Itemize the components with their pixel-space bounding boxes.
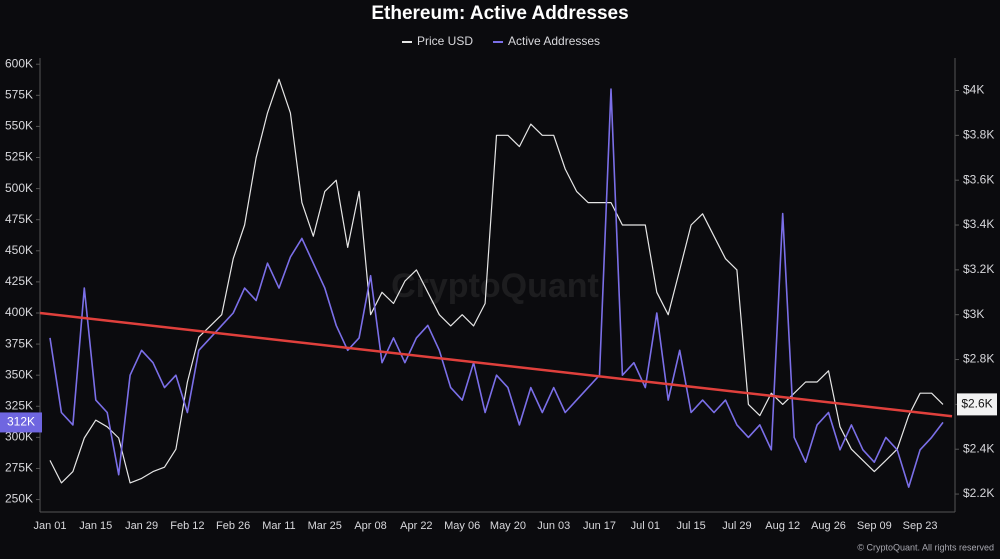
y-tick-label: 600K [5, 56, 33, 70]
y-tick-label: 300K [5, 430, 33, 444]
y-tick-label: 425K [5, 274, 33, 288]
x-tick-label: Sep 09 [857, 520, 892, 532]
x-tick-label: Apr 22 [400, 520, 432, 532]
legend-label: Active Addresses [508, 34, 600, 48]
current-value-box [0, 412, 42, 433]
current-value-box [957, 393, 997, 416]
y2-tick-label: $4K [963, 83, 984, 97]
x-tick-label: Jul 29 [722, 520, 751, 532]
x-tick-label: Mar 11 [262, 520, 295, 532]
x-tick-label: Jan 29 [125, 520, 158, 532]
y2-tick-label: $3.6K [963, 172, 994, 186]
y-tick-label: 500K [5, 181, 33, 195]
y-tick-label: 450K [5, 243, 33, 257]
series-line [49, 88, 944, 488]
x-tick-label: Jan 01 [33, 520, 66, 532]
x-tick-label: Jul 01 [631, 520, 660, 532]
chart-title: Ethereum: Active Addresses [371, 3, 628, 24]
x-tick-label: May 20 [490, 520, 526, 532]
y2-tick-label: $3K [963, 307, 984, 321]
y-tick-label: 400K [5, 305, 33, 319]
current-value-label: $2.6K [961, 397, 992, 411]
x-tick-label: Jun 17 [583, 520, 616, 532]
y-tick-label: 275K [5, 461, 33, 475]
y-tick-label: 550K [5, 119, 33, 133]
y2-tick-label: $2.4K [963, 441, 994, 455]
y-tick-label: 350K [5, 367, 33, 381]
x-tick-label: Sep 23 [903, 520, 938, 532]
x-tick-label: Aug 26 [811, 520, 846, 532]
trend-line [39, 311, 953, 418]
x-tick-label: Feb 26 [216, 520, 250, 532]
y-tick-label: 525K [5, 150, 33, 164]
x-tick-label: Jun 03 [537, 520, 570, 532]
watermark: CryptoQuant [391, 267, 599, 305]
y-tick-label: 575K [5, 87, 33, 101]
x-tick-label: Mar 25 [308, 520, 342, 532]
y-tick-label: 375K [5, 336, 33, 350]
y2-tick-label: $3.4K [963, 217, 994, 231]
y-tick-label: 250K [5, 492, 33, 506]
current-value-label: 312K [7, 415, 35, 429]
y2-tick-label: $3.2K [963, 262, 994, 276]
series-line [49, 78, 944, 484]
x-tick-label: Feb 12 [170, 520, 204, 532]
y2-tick-label: $2.2K [963, 486, 994, 500]
y2-tick-label: $2.8K [963, 352, 994, 366]
x-tick-label: Jan 15 [79, 520, 112, 532]
x-tick-label: Apr 08 [354, 520, 386, 532]
y-tick-label: 475K [5, 212, 33, 226]
x-tick-label: Jul 15 [676, 520, 705, 532]
footer: © CryptoQuant. All rights reserved [857, 542, 994, 552]
legend-label: Price USD [417, 34, 473, 48]
y2-tick-label: $3.8K [963, 128, 994, 142]
x-tick-label: Aug 12 [765, 520, 800, 532]
x-tick-label: May 06 [444, 520, 480, 532]
y-tick-label: 325K [5, 398, 33, 412]
